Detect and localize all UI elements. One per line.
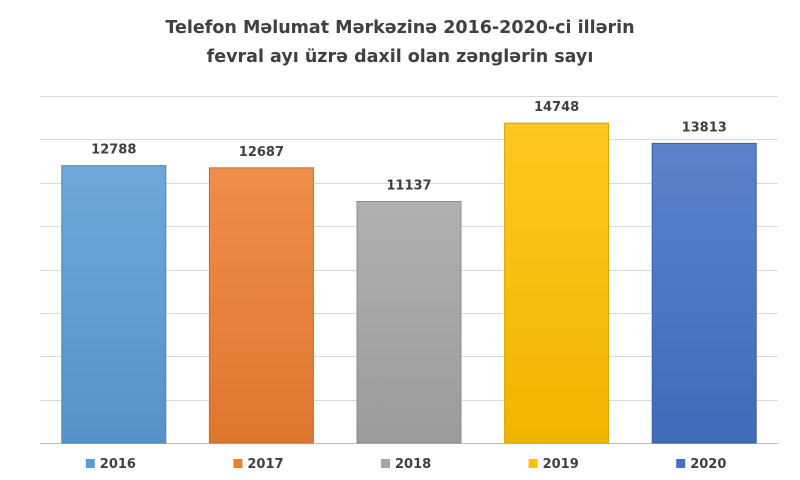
data-label-2020: 13813: [682, 120, 727, 135]
legend-item-2018: 2018: [381, 457, 431, 472]
bar-2016: [61, 165, 167, 444]
data-label-2017: 12687: [239, 145, 284, 160]
legend-swatch: [676, 459, 686, 468]
chart-title-line-1: Telefon Məlumat Mərkəzinə 2016-2020-ci i…: [165, 18, 635, 38]
legend-item-2016: 2016: [85, 457, 136, 472]
legend-swatch: [381, 459, 390, 468]
legend-label: 2020: [690, 457, 726, 472]
data-label-2018: 11137: [386, 178, 431, 193]
bar-2020: [651, 142, 757, 444]
chart-title: Telefon Məlumat Mərkəzinə 2016-2020-ci i…: [0, 14, 800, 72]
legend: 2016 2017 2018 2019 2020: [85, 457, 726, 472]
bars: [61, 122, 757, 444]
legend-label: 2017: [247, 457, 283, 472]
data-labels: 12788 12687 11137 14748 13813: [91, 100, 727, 193]
legend-label: 2019: [543, 457, 579, 472]
legend-label: 2018: [395, 457, 431, 472]
chart-title-line-2: fevral ayı üzrə daxil olan zənglərin say…: [206, 47, 594, 67]
legend-swatch: [85, 459, 95, 468]
data-label-2016: 12788: [91, 143, 136, 158]
legend-item-2017: 2017: [233, 457, 284, 472]
legend-swatch: [528, 459, 538, 468]
data-label-2019: 14748: [534, 100, 579, 115]
legend-item-2019: 2019: [528, 457, 579, 472]
legend-item-2020: 2020: [676, 457, 726, 472]
bar-2019: [504, 122, 610, 444]
legend-label: 2016: [100, 457, 136, 472]
bar-2017: [208, 167, 314, 444]
legend-swatch: [233, 459, 243, 468]
bar-2018: [356, 200, 462, 444]
